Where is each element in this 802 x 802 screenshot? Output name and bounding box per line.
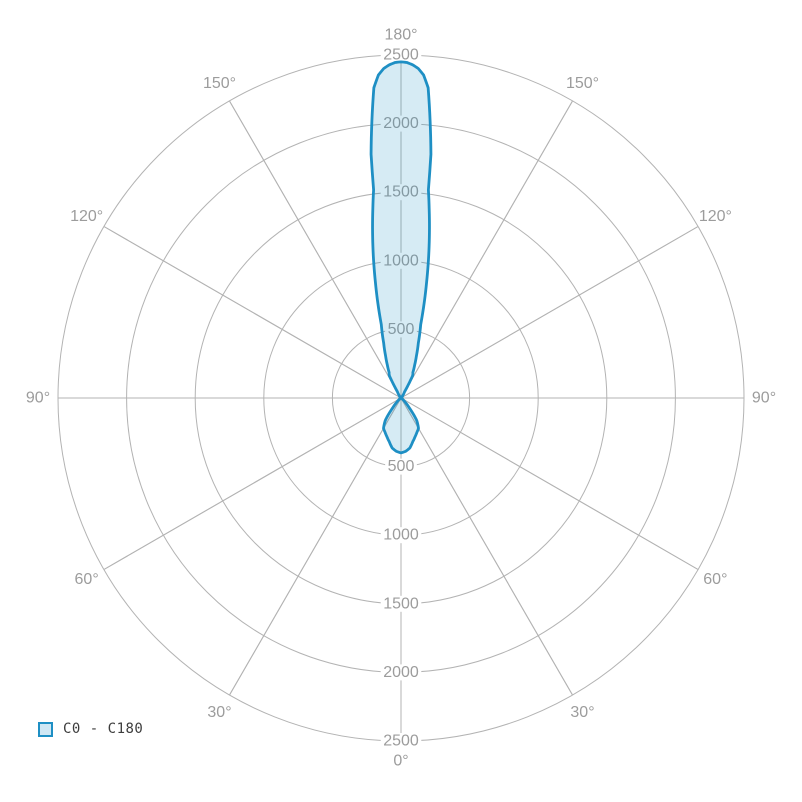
legend-label: C0 - C180 <box>63 721 144 737</box>
legend: C0 - C180 <box>38 721 143 737</box>
ring-label-bg <box>380 527 422 544</box>
ring-label-bg <box>380 733 422 749</box>
angle-tick-label: 30° <box>207 704 231 721</box>
angle-tick-label: 30° <box>570 704 594 721</box>
ring-label-bg <box>380 115 422 132</box>
grid-radial-line <box>400 226 699 399</box>
grid-radial-line <box>103 397 402 570</box>
angle-tick-label: 150° <box>203 75 236 92</box>
ring-value-label: 2000 <box>383 115 419 132</box>
ring-value-label: 1500 <box>383 184 419 201</box>
ring-value-label: 2500 <box>383 733 419 750</box>
ring-value-label: 2000 <box>383 664 419 681</box>
ring-value-label: 1000 <box>383 527 419 544</box>
ring-value-label: 500 <box>388 321 415 338</box>
grid-radial-line <box>103 226 402 399</box>
intensity-curve-c0-c180 <box>369 60 433 455</box>
grid-radial-line <box>229 397 402 696</box>
angle-tick-label: 90° <box>26 390 50 407</box>
ring-value-label: 500 <box>388 458 415 475</box>
legend-swatch-icon[interactable] <box>38 721 53 737</box>
angle-tick-label: 60° <box>703 571 727 588</box>
angle-tick-label: 60° <box>75 571 99 588</box>
grid-radial-line <box>400 397 573 696</box>
angle-tick-label: 120° <box>699 208 732 225</box>
angle-tick-label: 120° <box>70 208 103 225</box>
ring-label-bg <box>380 595 422 612</box>
angle-tick-label: 150° <box>566 75 599 92</box>
grid-radial-line <box>400 100 573 399</box>
angle-tick-label: 90° <box>752 390 776 407</box>
ring-label-bg <box>380 664 422 681</box>
ring-value-label: 1500 <box>383 595 419 612</box>
ring-label-bg <box>385 321 417 338</box>
grid-radial-line <box>400 397 699 570</box>
ring-label-bg <box>380 252 422 269</box>
ring-value-label: 2500 <box>383 47 419 64</box>
ring-label-bg <box>380 47 422 63</box>
angle-tick-label: 180° <box>384 27 417 44</box>
ring-value-label: 1000 <box>383 252 419 269</box>
grid-radial-line <box>229 100 402 399</box>
ring-label-bg <box>385 458 417 475</box>
angle-tick-label: 0° <box>393 753 408 770</box>
ring-label-bg <box>380 184 422 201</box>
